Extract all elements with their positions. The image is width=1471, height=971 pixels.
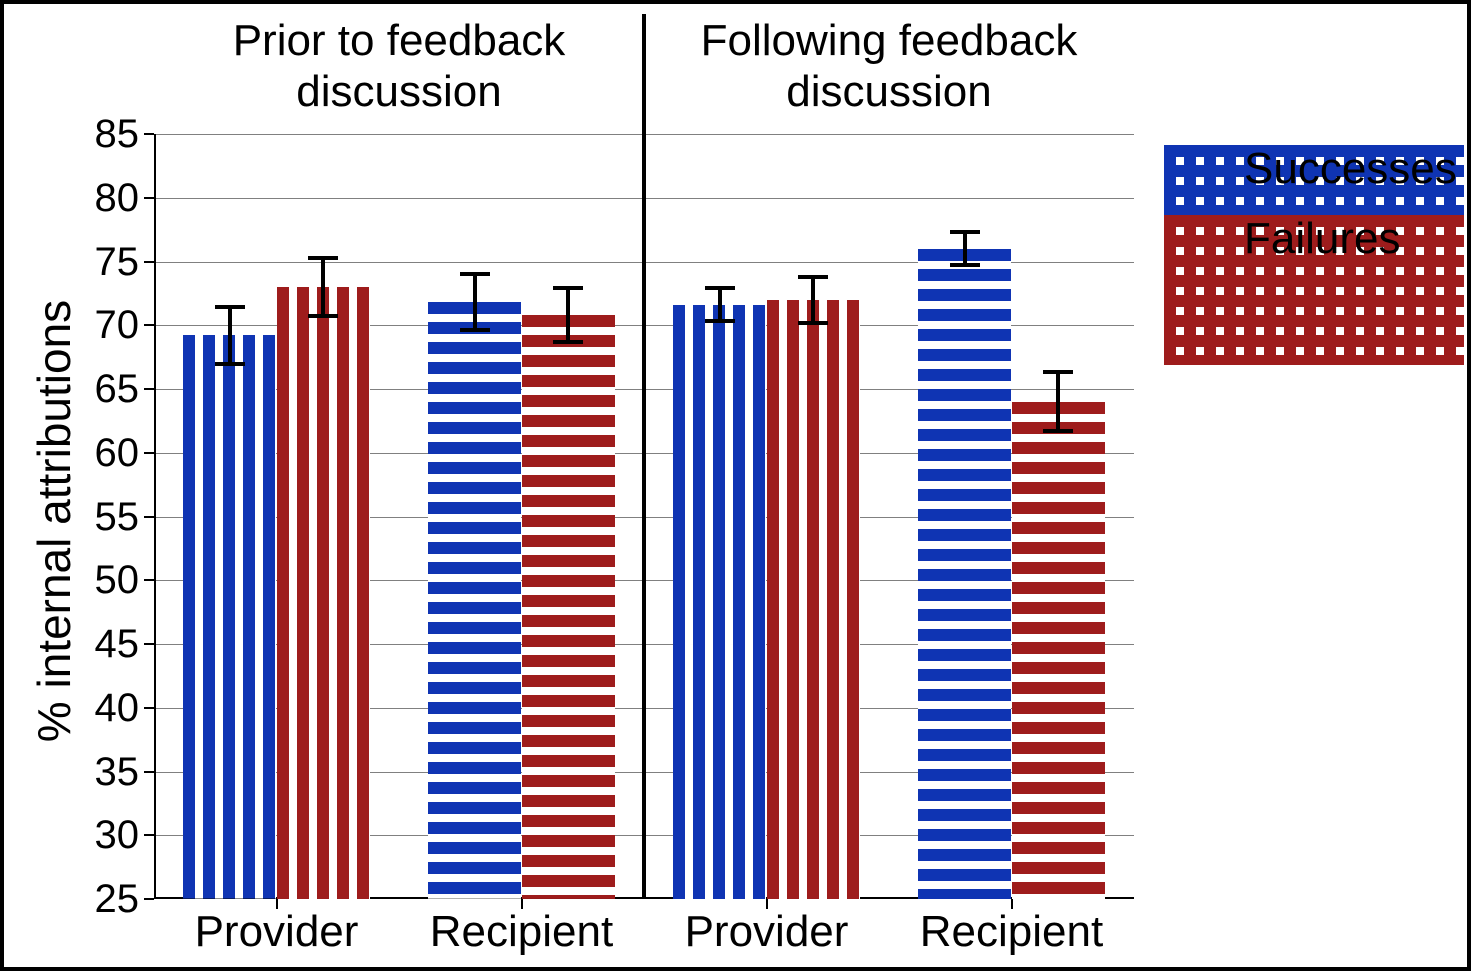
bar-failures xyxy=(277,287,370,899)
y-tick-label: 45 xyxy=(84,622,139,667)
y-tick-label: 75 xyxy=(84,240,139,285)
x-tick-mark xyxy=(521,899,523,909)
bar-failures xyxy=(1012,402,1105,899)
bar-successes xyxy=(183,335,276,899)
y-tick-label: 70 xyxy=(84,303,139,348)
bar-successes xyxy=(673,305,766,899)
y-tick-mark xyxy=(144,834,154,836)
legend-swatch-successes xyxy=(1164,145,1234,193)
y-tick-label: 25 xyxy=(84,877,139,922)
y-tick-label: 35 xyxy=(84,750,139,795)
y-tick-mark xyxy=(144,324,154,326)
legend-item-successes: Successes xyxy=(1164,144,1457,194)
y-tick-mark xyxy=(144,898,154,900)
y-tick-mark xyxy=(144,261,154,263)
legend-swatch-failures xyxy=(1164,215,1234,263)
bar-successes xyxy=(428,302,521,899)
y-tick-label: 60 xyxy=(84,431,139,476)
panel-title-left: Prior to feedback discussion xyxy=(154,16,644,117)
chart: % internal attributions Prior to feedbac… xyxy=(0,0,1471,971)
y-tick-mark xyxy=(144,579,154,581)
panel-title-right: Following feedback discussion xyxy=(644,16,1134,117)
bar-successes xyxy=(918,249,1011,899)
legend-label-successes: Successes xyxy=(1244,144,1457,194)
y-tick-label: 85 xyxy=(84,112,139,157)
x-tick-mark xyxy=(276,899,278,909)
x-tick-label: Provider xyxy=(644,907,889,957)
y-tick-label: 65 xyxy=(84,367,139,412)
y-tick-label: 50 xyxy=(84,558,139,603)
y-tick-label: 80 xyxy=(84,176,139,221)
x-tick-label: Recipient xyxy=(889,907,1134,957)
plot-area: ProviderRecipientProviderRecipient xyxy=(154,134,1134,899)
bar-failures xyxy=(522,315,615,899)
y-tick-mark xyxy=(144,197,154,199)
y-tick-label: 55 xyxy=(84,495,139,540)
bar-failures xyxy=(767,300,860,899)
x-tick-label: Provider xyxy=(154,907,399,957)
x-tick-label: Recipient xyxy=(399,907,644,957)
y-tick-mark xyxy=(144,452,154,454)
y-axis-label: % internal attributions xyxy=(27,271,81,771)
legend-label-failures: Failures xyxy=(1244,214,1401,264)
y-tick-mark xyxy=(144,771,154,773)
y-tick-label: 30 xyxy=(84,813,139,858)
y-tick-mark xyxy=(144,516,154,518)
legend-item-failures: Failures xyxy=(1164,214,1401,264)
panel-divider xyxy=(642,14,646,899)
y-axis-line xyxy=(154,134,156,899)
y-tick-mark xyxy=(144,133,154,135)
y-tick-mark xyxy=(144,643,154,645)
y-tick-mark xyxy=(144,388,154,390)
x-tick-mark xyxy=(766,899,768,909)
y-tick-label: 40 xyxy=(84,686,139,731)
x-tick-mark xyxy=(1011,899,1013,909)
y-tick-mark xyxy=(144,707,154,709)
